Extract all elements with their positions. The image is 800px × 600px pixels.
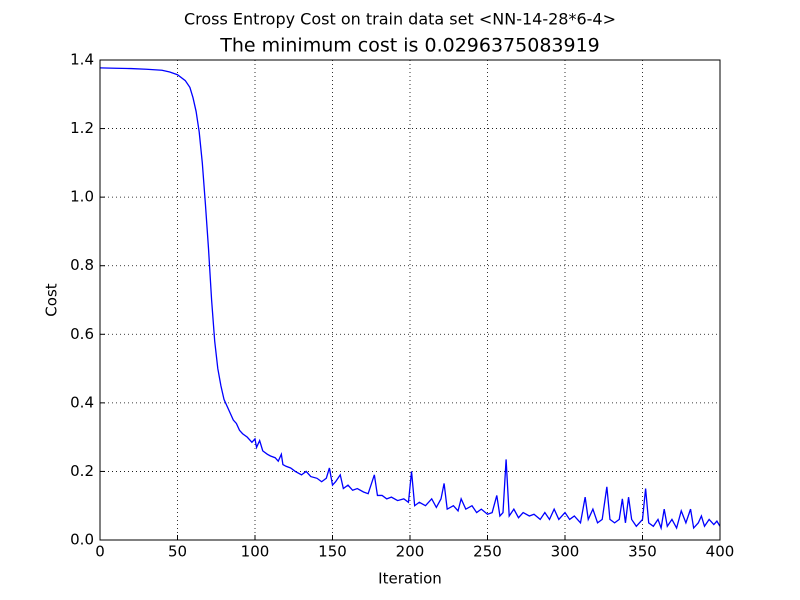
x-tick-label: 100	[241, 543, 270, 561]
y-tick-label: 0.6	[70, 325, 94, 343]
y-tick-label: 0.4	[70, 393, 94, 411]
x-axis-label: Iteration	[378, 570, 442, 588]
plot-frame	[99, 59, 721, 541]
chart-title: The minimum cost is 0.0296375083919	[219, 35, 600, 57]
x-tick-label: 400	[706, 543, 735, 561]
x-tick-label: 200	[396, 543, 425, 561]
x-tick-label: 150	[318, 543, 347, 561]
x-tick-label: 250	[473, 543, 502, 561]
y-tick-label: 1.0	[70, 188, 94, 206]
x-tick-label: 350	[628, 543, 657, 561]
line-series	[99, 67, 721, 531]
y-tick-label: 0.0	[70, 531, 94, 549]
suptitle: Cross Entropy Cost on train data set <NN…	[184, 10, 616, 29]
y-tick-label: 1.4	[70, 51, 94, 69]
x-tick-label: 0	[95, 543, 105, 561]
y-axis-label: Cost	[43, 283, 61, 316]
y-tick-label: 0.8	[70, 256, 94, 274]
y-tick-label: 1.2	[70, 119, 94, 137]
x-tick-label: 300	[551, 543, 580, 561]
x-tick-label: 50	[168, 543, 187, 561]
y-tick-label: 0.2	[70, 462, 94, 480]
